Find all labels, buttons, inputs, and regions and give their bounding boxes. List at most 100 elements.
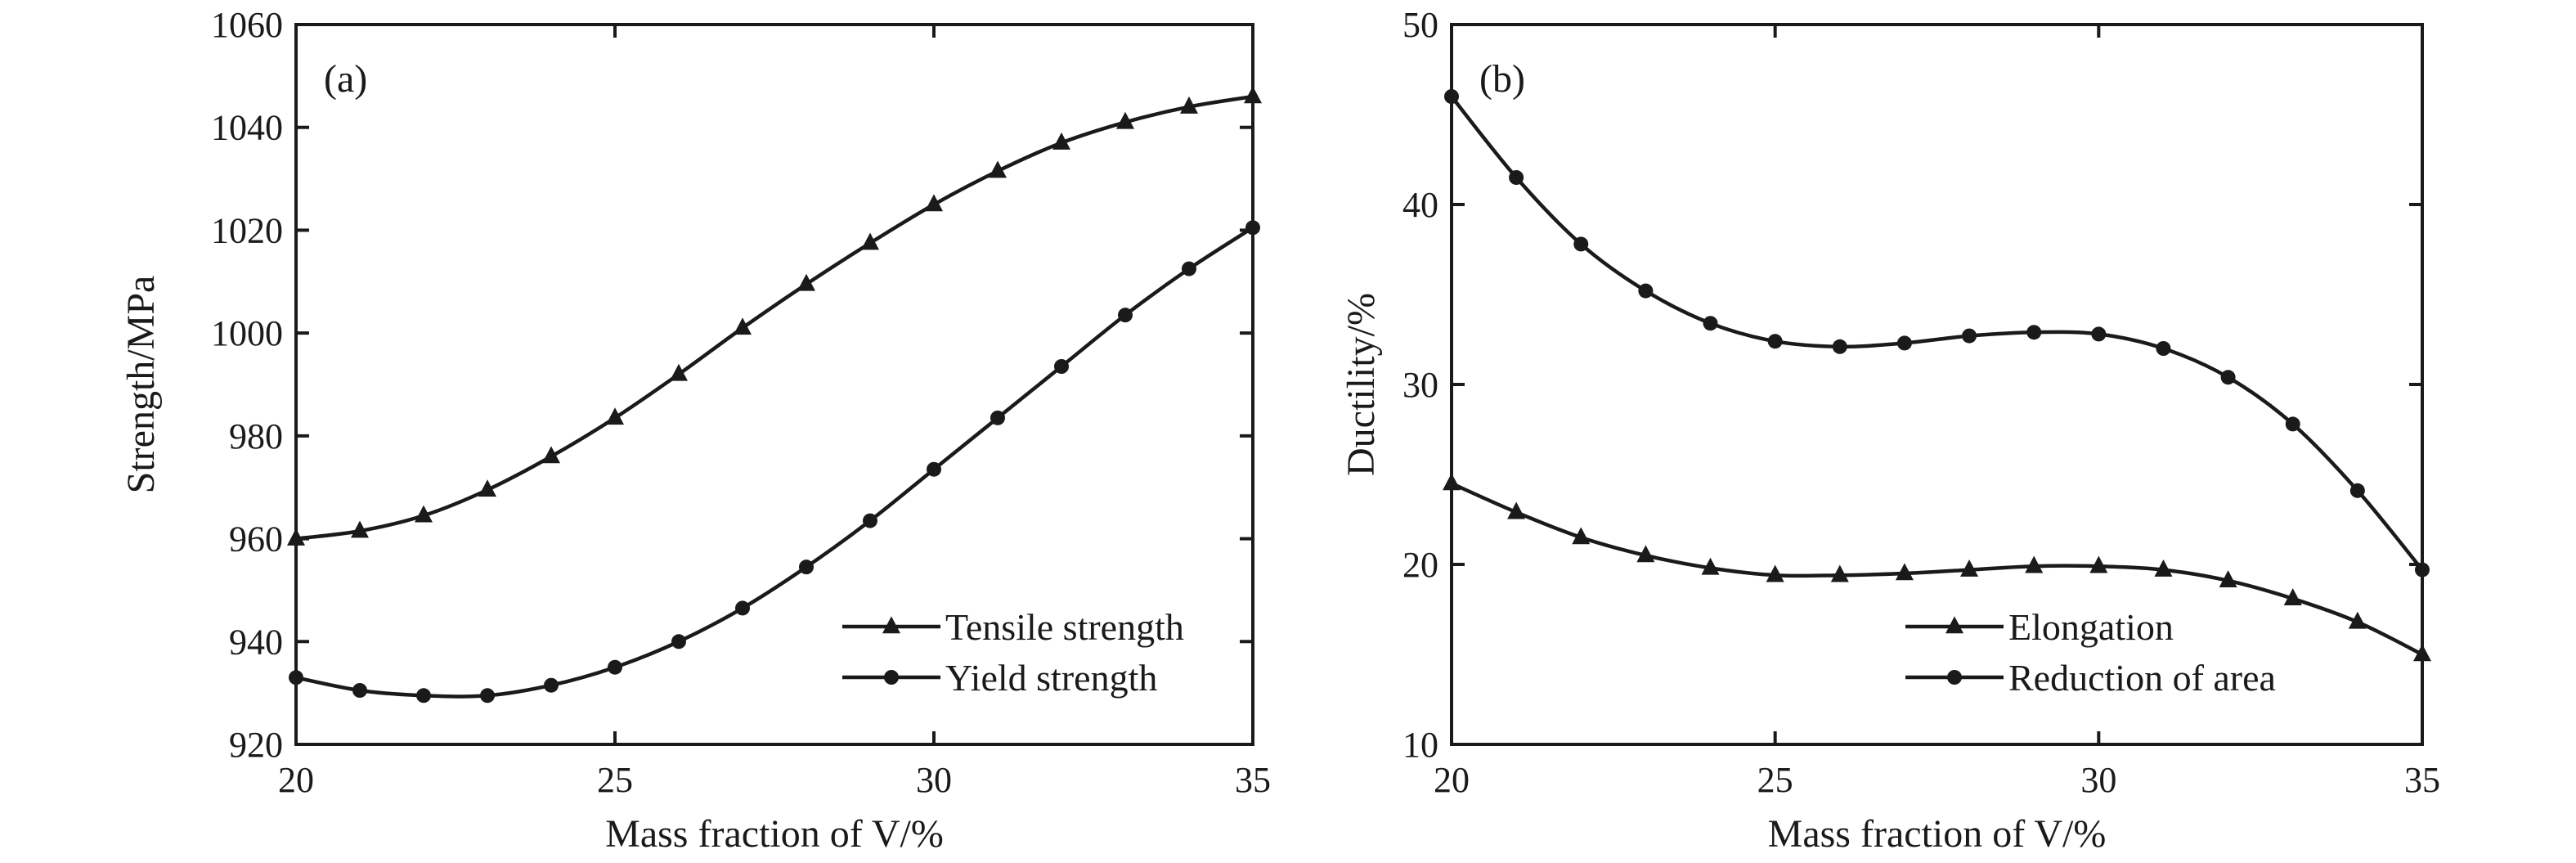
data-point-elongation (1830, 564, 1849, 582)
data-point-yield-strength (1118, 308, 1133, 323)
data-point-elongation (1895, 563, 1914, 581)
data-point-tensile-strength (1116, 111, 1134, 129)
data-point-reduction-of-area (2415, 562, 2430, 578)
data-point-yield-strength (671, 634, 686, 649)
data-point-reduction-of-area (2091, 326, 2107, 342)
y-tick-label: 940 (229, 622, 283, 662)
data-point-elongation (2025, 555, 2044, 573)
panel-label: (b) (1479, 57, 1525, 101)
data-point-elongation (1960, 559, 1979, 577)
series-line-reduction-of-area (1450, 95, 2424, 572)
data-point-tensile-strength (797, 273, 815, 291)
plot-frame (294, 23, 1254, 746)
y-tick-label: 960 (229, 519, 283, 560)
legend-marker-tensile-strength (882, 616, 900, 634)
data-point-yield-strength (735, 600, 750, 616)
legend-label-reduction-of-area: Reduction of area (2008, 657, 2276, 699)
x-axis-label: Mass fraction of V/% (605, 812, 944, 856)
data-point-yield-strength (480, 688, 495, 703)
y-tick-label: 50 (1402, 5, 1438, 45)
x-tick-label: 35 (1235, 760, 1271, 800)
data-point-elongation (1701, 557, 1720, 575)
x-tick-label: 30 (916, 760, 952, 800)
data-point-elongation (2219, 570, 2237, 588)
y-tick-label: 1000 (211, 313, 283, 353)
legend-marker-reduction-of-area (1947, 670, 1962, 685)
data-point-reduction-of-area (2285, 416, 2300, 432)
legend-marker-yield-strength (884, 670, 899, 685)
data-point-reduction-of-area (1962, 328, 1977, 344)
panel-label: (a) (324, 57, 367, 101)
series-line-elongation (1451, 481, 2424, 657)
data-point-elongation (2413, 644, 2431, 662)
data-point-elongation (1766, 564, 1784, 582)
data-point-yield-strength (289, 670, 303, 685)
data-point-elongation (1443, 473, 1461, 491)
legend-marker-elongation (1945, 616, 1963, 634)
x-tick-label: 20 (278, 760, 314, 800)
data-point-yield-strength (544, 677, 559, 693)
data-point-tensile-strength (1180, 96, 1198, 114)
data-point-tensile-strength (478, 479, 496, 497)
data-point-tensile-strength (925, 194, 943, 212)
data-point-tensile-strength (989, 160, 1007, 178)
data-point-yield-strength (927, 461, 941, 477)
data-point-yield-strength (990, 410, 1005, 425)
data-point-reduction-of-area (1573, 236, 1589, 252)
data-point-elongation (2154, 559, 2173, 577)
series-line-yield-strength (295, 226, 1254, 699)
legend-label-yield-strength: Yield strength (945, 657, 1157, 699)
data-point-elongation (1572, 527, 1591, 545)
data-point-reduction-of-area (1638, 283, 1654, 299)
data-point-yield-strength (416, 688, 431, 703)
data-point-tensile-strength (1244, 86, 1262, 104)
y-tick-label: 1020 (211, 210, 283, 250)
legend-label-elongation: Elongation (2008, 606, 2174, 648)
data-point-tensile-strength (861, 232, 879, 250)
data-point-yield-strength (352, 683, 367, 698)
y-tick-label: 980 (229, 416, 283, 456)
data-point-reduction-of-area (1703, 316, 1718, 331)
y-tick-label: 920 (229, 725, 283, 765)
data-point-yield-strength (863, 513, 877, 528)
y-tick-label: 30 (1402, 365, 1438, 405)
x-tick-label: 20 (1434, 760, 1470, 800)
y-tick-label: 1060 (211, 5, 283, 45)
data-point-yield-strength (799, 560, 814, 575)
panel-a-strength: 20 25 30 35 920 940 960 980 1000 1020 1040 1060 Mass… (119, 5, 1271, 856)
data-point-reduction-of-area (2156, 341, 2171, 356)
data-point-reduction-of-area (1444, 89, 1459, 104)
y-tick-label: 1040 (211, 108, 283, 148)
data-point-reduction-of-area (1509, 170, 1524, 185)
data-point-tensile-strength (734, 317, 752, 335)
data-point-tensile-strength (1052, 132, 1070, 150)
data-point-tensile-strength (287, 528, 305, 546)
data-point-elongation (2283, 588, 2302, 606)
data-point-yield-strength (1182, 261, 1196, 276)
data-point-elongation (2348, 611, 2367, 629)
data-point-tensile-strength (670, 363, 688, 381)
y-axis-label: Strength/MPa (119, 276, 163, 494)
legend-label-tensile-strength: Tensile strength (945, 606, 1184, 648)
data-point-reduction-of-area (2349, 483, 2365, 498)
data-point-reduction-of-area (2026, 325, 2042, 340)
plot-frame (1450, 23, 2424, 746)
y-axis-label: Ductility/% (1340, 293, 1383, 476)
x-tick-label: 30 (2080, 760, 2116, 800)
data-point-elongation (2089, 555, 2108, 573)
x-tick-label: 25 (1757, 760, 1793, 800)
data-point-tensile-strength (542, 446, 560, 464)
data-point-elongation (1636, 545, 1655, 563)
data-point-reduction-of-area (1896, 335, 1912, 351)
y-tick-label: 40 (1402, 185, 1438, 225)
x-tick-label: 35 (2404, 760, 2440, 800)
data-point-elongation (1507, 501, 1526, 519)
series-line-tensile-strength (295, 94, 1254, 541)
data-point-tensile-strength (606, 407, 624, 425)
y-tick-label: 10 (1402, 725, 1438, 765)
data-point-yield-strength (1245, 220, 1260, 236)
data-point-reduction-of-area (2220, 370, 2236, 385)
data-point-tensile-strength (415, 505, 433, 523)
data-point-reduction-of-area (1832, 339, 1847, 354)
